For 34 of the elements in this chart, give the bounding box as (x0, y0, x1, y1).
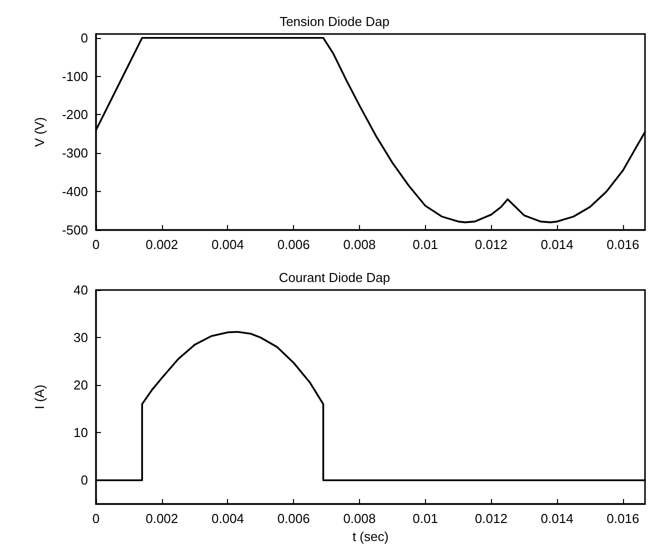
y-tick-label: -300 (62, 146, 88, 161)
x-tick-label: 0.016 (606, 511, 640, 526)
x-tick-label: 0.014 (540, 237, 574, 252)
y-tick-label: -500 (62, 222, 88, 238)
y-tick-label: 0 (80, 472, 88, 488)
x-tick-label: 0.002 (146, 237, 178, 252)
x-axis-title: t (sec) (352, 528, 389, 544)
x-tick-label: 0.012 (474, 511, 508, 526)
x-tick-label: 0.008 (343, 237, 376, 252)
y-tick-label: -200 (62, 107, 88, 122)
x-tick-label: 0.002 (146, 511, 178, 526)
y-tick-label: 30 (74, 330, 88, 346)
x-tick-label: 0.004 (211, 511, 244, 526)
y-tick-label: -100 (62, 68, 88, 84)
y-tick-label: 20 (74, 378, 88, 393)
x-tick-label: 0.012 (474, 237, 508, 252)
y-tick-label: 10 (74, 425, 88, 440)
y-axis-title: I (A) (32, 384, 47, 410)
y-tick-label: 40 (74, 282, 88, 298)
x-tick-label: 0.01 (412, 511, 438, 526)
x-tick-label: 0.014 (540, 511, 574, 526)
x-tick-label: 0.006 (277, 237, 310, 252)
x-tick-label: 0.006 (277, 511, 310, 526)
x-tick-label: 0.016 (606, 237, 640, 252)
y-axis-title: V (V) (32, 117, 47, 147)
chart-title: Courant Diode Dap (278, 270, 390, 285)
y-tick-label: 0 (80, 30, 88, 46)
x-tick-label: 0 (92, 511, 100, 526)
x-tick-label: 0.01 (412, 237, 438, 252)
x-tick-label: 0.004 (211, 237, 244, 252)
chart-title: Tension Diode Dap (280, 14, 390, 29)
y-tick-label: -400 (62, 184, 88, 200)
x-tick-label: 0 (92, 237, 100, 252)
x-tick-label: 0.008 (343, 511, 376, 526)
